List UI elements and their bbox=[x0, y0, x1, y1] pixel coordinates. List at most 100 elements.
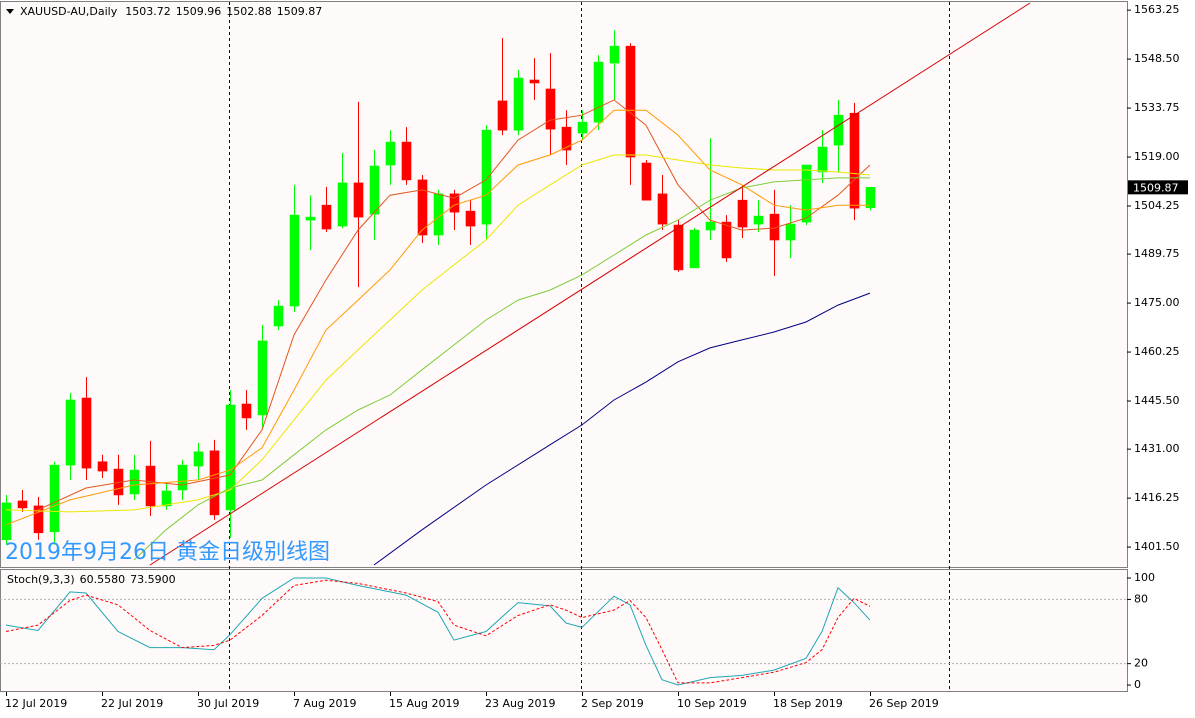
candle-body bbox=[225, 404, 236, 511]
y-tick-label: 1533.75 bbox=[1134, 101, 1180, 114]
symbol: XAUUSD-AU,Daily bbox=[20, 5, 118, 18]
stoch-header: Stoch(9,3,3) 60.5580 73.5900 bbox=[7, 573, 176, 586]
candle-body bbox=[481, 129, 492, 225]
candle-body bbox=[497, 100, 508, 131]
indicator-line bbox=[133, 177, 870, 561]
y-tick-label: 1416.25 bbox=[1134, 491, 1180, 504]
candle-body bbox=[529, 79, 540, 84]
candle-body bbox=[193, 451, 204, 467]
candle-body bbox=[273, 305, 284, 327]
low-readout: 1502.88 bbox=[226, 5, 272, 18]
candle-body bbox=[721, 221, 732, 259]
indicator-line bbox=[5, 154, 871, 513]
stoch-panel bbox=[0, 569, 1128, 692]
candle-body bbox=[33, 505, 44, 534]
candle-body bbox=[65, 399, 76, 466]
candle-body bbox=[305, 216, 316, 221]
candle-body bbox=[1, 502, 12, 541]
candle-body bbox=[801, 164, 812, 223]
candle-body bbox=[177, 464, 188, 491]
indicator-line bbox=[373, 292, 871, 566]
y-tick-label: 1431.00 bbox=[1134, 442, 1180, 455]
y-tick-label: 0 bbox=[1134, 678, 1141, 691]
price-plot bbox=[1, 2, 1031, 566]
indicator-line bbox=[149, 2, 1031, 566]
x-tick-label: 22 Jul 2019 bbox=[101, 697, 163, 710]
candle-body bbox=[689, 229, 700, 269]
main-panel bbox=[0, 1, 1128, 568]
y-tick-label: 1445.50 bbox=[1134, 394, 1180, 407]
chart-header: XAUUSD-AU,Daily 1503.72 1509.96 1502.88 1509… bbox=[20, 5, 322, 18]
candle-body bbox=[705, 221, 716, 231]
candle-body bbox=[785, 223, 796, 241]
last-price-label: 1509.87 bbox=[1133, 181, 1179, 194]
x-tick-label: 10 Sep 2019 bbox=[677, 697, 747, 710]
candle-body bbox=[369, 165, 380, 215]
indicator-line bbox=[5, 577, 871, 686]
y-tick-label: 1475.00 bbox=[1134, 296, 1180, 309]
candle-body bbox=[161, 490, 172, 507]
candle-body bbox=[561, 126, 572, 151]
stoch-plot bbox=[0, 577, 1127, 686]
y-tick-label: 1489.75 bbox=[1134, 247, 1180, 260]
x-tick-label: 15 Aug 2019 bbox=[389, 697, 459, 710]
candle-body bbox=[417, 179, 428, 236]
stoch-signal-readout: 73.5900 bbox=[130, 573, 176, 586]
indicator-line bbox=[5, 109, 870, 526]
candle-body bbox=[401, 141, 412, 181]
candle-body bbox=[257, 340, 268, 416]
candle-body bbox=[737, 199, 748, 228]
candle-body bbox=[593, 61, 604, 123]
candle-body bbox=[337, 182, 348, 227]
x-tick-label: 2 Sep 2019 bbox=[581, 697, 644, 710]
candle-body bbox=[641, 162, 652, 201]
high-readout: 1509.96 bbox=[176, 5, 222, 18]
x-tick-label: 23 Aug 2019 bbox=[485, 697, 555, 710]
candle-body bbox=[289, 214, 300, 307]
stoch-main-readout: 60.5580 bbox=[80, 573, 126, 586]
y-tick-label: 1504.25 bbox=[1134, 199, 1180, 212]
candle-body bbox=[753, 215, 764, 225]
candle-body bbox=[545, 88, 556, 130]
candle-body bbox=[321, 204, 332, 230]
open-readout: 1503.72 bbox=[125, 5, 171, 18]
y-tick-label: 80 bbox=[1134, 592, 1148, 605]
last-price-box bbox=[1128, 180, 1188, 195]
stoch-title: Stoch(9,3,3) bbox=[7, 573, 75, 586]
candle-body bbox=[209, 450, 220, 516]
x-tick-label: 12 Jul 2019 bbox=[5, 697, 67, 710]
candle-body bbox=[465, 210, 476, 227]
candle-body bbox=[353, 182, 364, 218]
candle-body bbox=[625, 45, 636, 158]
candle-body bbox=[609, 45, 620, 64]
candle-body bbox=[385, 141, 396, 166]
y-tick-label: 20 bbox=[1134, 657, 1148, 670]
candle-body bbox=[97, 461, 108, 472]
candle-body bbox=[865, 187, 876, 209]
candle-body bbox=[769, 213, 780, 241]
annotation: 2019年9月26日 黄金日级别线图 bbox=[5, 540, 330, 565]
candle-body bbox=[49, 464, 60, 533]
y-tick-label: 1460.25 bbox=[1134, 345, 1180, 358]
candle-body bbox=[81, 397, 92, 469]
candle-body bbox=[241, 403, 252, 419]
axes: 1563.25 1548.50 1533.75 1519.00 1504.25 1489.… bbox=[5, 3, 1188, 710]
candle-body bbox=[833, 114, 844, 146]
y-tick-label: 1563.25 bbox=[1134, 3, 1180, 16]
close-readout: 1509.87 bbox=[277, 5, 323, 18]
candle-body bbox=[513, 77, 524, 131]
menu-icon bbox=[6, 9, 14, 14]
candle-body bbox=[657, 193, 668, 225]
x-tick-label: 30 Jul 2019 bbox=[197, 697, 259, 710]
candle-body bbox=[817, 146, 828, 173]
x-tick-label: 18 Sep 2019 bbox=[773, 697, 843, 710]
candle-body bbox=[17, 500, 28, 509]
x-tick-label: 7 Aug 2019 bbox=[293, 697, 356, 710]
candle-body bbox=[673, 224, 684, 271]
indicator-line bbox=[5, 579, 871, 684]
indicator-line bbox=[37, 99, 871, 511]
candle-body bbox=[577, 121, 588, 134]
x-tick-label: 26 Sep 2019 bbox=[869, 697, 939, 710]
